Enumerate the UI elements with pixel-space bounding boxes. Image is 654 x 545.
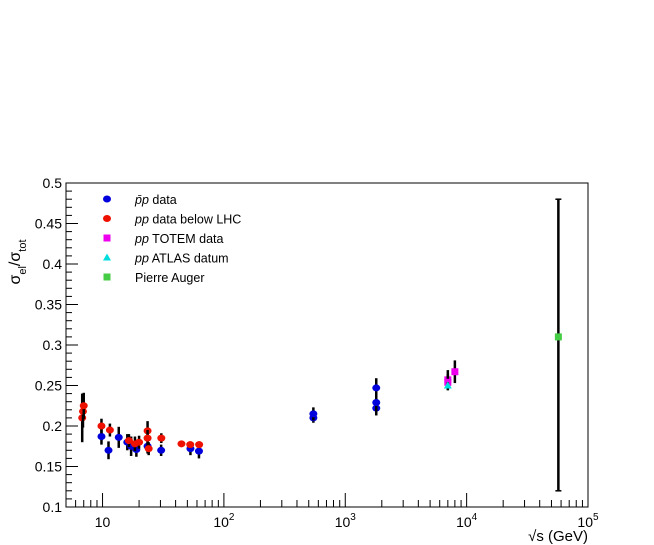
x-axis: 10 102 103 104 105 — [65, 493, 599, 530]
legend-label: p̄p data — [134, 193, 177, 207]
x-tick-label: 103 — [335, 512, 357, 530]
data-point — [194, 447, 203, 455]
y-tick-label: 0.45 — [35, 216, 62, 232]
legend-label: pp ATLAS datum — [134, 252, 229, 266]
legend: p̄p data pp data below LHC pp TOTEM data pp… — [103, 193, 241, 285]
data-point — [97, 433, 106, 441]
y-tick-label: 0.15 — [35, 459, 62, 475]
legend-marker — [103, 195, 111, 203]
data-point — [105, 426, 114, 434]
data-point — [451, 368, 459, 376]
y-tick-label: 0.4 — [43, 256, 63, 272]
series-1 — [78, 392, 204, 456]
data-point — [372, 399, 381, 407]
x-tick-label: 104 — [456, 512, 478, 530]
data-point — [372, 384, 381, 392]
series-4 — [554, 198, 562, 492]
legend-marker — [103, 234, 111, 242]
x-tick-label: 105 — [577, 512, 599, 530]
y-axis: 0.1 0.15 0.2 0.25 0.3 0.35 0.4 0.45 0.5 — [35, 175, 78, 515]
y-tick-label: 0.25 — [35, 378, 62, 394]
data-point — [309, 410, 318, 418]
data-point — [135, 438, 144, 446]
legend-marker — [103, 273, 111, 281]
legend-label: Pierre Auger — [135, 271, 204, 285]
data-point — [186, 441, 195, 449]
y-tick-label: 0.2 — [43, 418, 63, 434]
legend-label: pp TOTEM data — [134, 232, 224, 246]
legend-marker — [103, 253, 111, 261]
x-axis-label: √s (GeV) — [528, 528, 588, 545]
data-point — [97, 422, 106, 430]
series-3 — [443, 381, 452, 389]
y-tick-label: 0.3 — [43, 337, 63, 353]
data-point — [157, 446, 166, 454]
data-point — [143, 434, 152, 442]
x-tick-label: 10 — [95, 514, 111, 530]
data-point — [124, 437, 133, 445]
y-tick-label: 0.5 — [43, 175, 63, 191]
data-point — [177, 440, 186, 448]
y-axis-label: σel/σtot — [7, 240, 29, 285]
y-tick-label: 0.1 — [43, 499, 63, 515]
data-point — [144, 445, 153, 453]
legend-marker — [103, 215, 111, 222]
data-point — [554, 333, 562, 341]
data-point — [114, 433, 123, 441]
data-series — [78, 198, 562, 492]
legend-label: pp data below LHC — [134, 213, 241, 227]
data-point — [157, 434, 166, 442]
data-point — [195, 441, 204, 449]
data-point — [104, 446, 113, 454]
y-tick-label: 0.35 — [35, 297, 62, 313]
data-point — [443, 381, 452, 389]
data-point — [79, 402, 88, 410]
x-tick-label: 102 — [213, 512, 235, 530]
